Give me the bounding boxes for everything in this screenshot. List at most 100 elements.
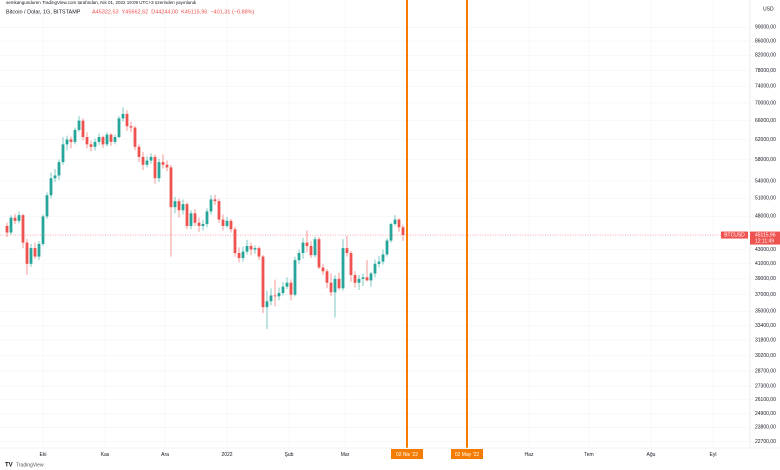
candle-body (105, 134, 109, 145)
candle-body (349, 253, 353, 276)
y-tick-label: 62000,00 (755, 137, 776, 143)
candle-body (153, 156, 157, 179)
candle-body (341, 248, 345, 289)
watermark: TradingView (16, 462, 44, 468)
candle-body (377, 261, 381, 264)
y-tick-label: 39000,00 (755, 276, 776, 282)
candle-body (49, 178, 53, 196)
candle-body (289, 282, 293, 295)
candle-body (249, 246, 253, 250)
y-tick-label: 54000,00 (755, 178, 776, 184)
candle-body (309, 246, 313, 256)
candle-body (73, 129, 77, 142)
ohlc-legend: Y45662,62 (122, 9, 149, 15)
y-tick-label: 78000,00 (755, 68, 776, 74)
highlight-label-bg (391, 449, 423, 459)
candle-body (89, 144, 93, 147)
candle-body (53, 175, 57, 179)
candle-body (133, 127, 137, 147)
candle-body (121, 113, 125, 119)
y-tick-label: 41000,00 (755, 261, 776, 267)
candle-body (85, 137, 89, 145)
y-tick-label: 37000,00 (755, 292, 776, 298)
candle-body (141, 156, 145, 165)
candle-body (241, 251, 245, 259)
candle-body (193, 213, 197, 223)
candle-body (337, 278, 341, 289)
x-tick-label: Eki (40, 452, 47, 458)
candle-body (33, 248, 37, 257)
candle-body (117, 118, 121, 138)
candle-body (161, 162, 165, 165)
candle-body (169, 167, 173, 208)
candle-body (101, 137, 105, 145)
x-tick-label: Haz (525, 452, 534, 458)
ohlc-legend: D44244,00 (151, 9, 178, 15)
y-tick-label: 33400,00 (755, 323, 776, 329)
price-countdown: 12:11:49 (755, 238, 774, 244)
candle-body (261, 256, 265, 308)
y-tick-label: 31800,00 (755, 338, 776, 344)
candle-body (197, 222, 201, 226)
candle-body (209, 199, 213, 212)
chart-title: Bitcoin / Dolar, 1G, BITSTAMP (6, 9, 81, 15)
candle-body (277, 293, 281, 297)
y-tick-label: 22700,00 (755, 439, 776, 445)
candle-body (177, 201, 181, 211)
candle-body (297, 253, 301, 261)
candle-body (213, 199, 217, 202)
y-tick-label: 90000,00 (755, 25, 776, 31)
candle-body (321, 267, 325, 272)
candle-body (389, 224, 393, 241)
candle-body (189, 213, 193, 226)
x-tick-label: 2022 (221, 452, 232, 458)
candle-body (165, 164, 169, 168)
candle-body (329, 282, 333, 293)
candle-body (397, 219, 401, 228)
candle-body (325, 271, 329, 283)
candle-body (269, 295, 273, 302)
candle-body (293, 260, 297, 295)
candle-body (129, 126, 133, 128)
symbol-bg (721, 231, 748, 239)
candle-body (21, 215, 25, 243)
ohlc-legend: K45115,96 (181, 9, 207, 15)
candle-body (333, 278, 337, 293)
candle-body (29, 248, 33, 264)
y-tick-label: 43000,00 (755, 247, 776, 253)
candle-body (185, 204, 189, 226)
price-bg (750, 231, 780, 245)
candle-body (13, 217, 17, 221)
candle-body (273, 295, 277, 297)
x-tick-label: Ara (161, 452, 169, 458)
price-symbol: BTCUSD (724, 232, 745, 238)
x-tick-label: Mar (341, 452, 350, 458)
y-tick-label: 74000,00 (755, 84, 776, 90)
y-tick-label: 70000,00 (755, 100, 776, 106)
candle-body (137, 146, 141, 157)
x-tick-label: 02 Nis '22 (396, 452, 418, 458)
candle-body (365, 277, 369, 281)
candle-body (217, 201, 221, 220)
highlight-label-bg (451, 449, 483, 459)
candle-body (361, 277, 365, 279)
candle-body (149, 156, 153, 161)
y-tick-label: 48000,00 (755, 214, 776, 220)
y-tick-label: 82000,00 (755, 53, 776, 59)
ohlc-legend: A45322,53 (92, 9, 119, 15)
candle-body (97, 137, 101, 142)
x-tick-label: Ağu (647, 452, 656, 458)
candle-body (37, 243, 41, 257)
x-tick-label: Tem (584, 452, 593, 458)
candle-body (17, 215, 21, 221)
y-tick-label: 66000,00 (755, 118, 776, 124)
candle-body (9, 217, 13, 233)
candle-body (145, 160, 149, 165)
candle-body (265, 301, 269, 308)
y-tick-label: 26100,00 (755, 397, 776, 403)
ohlc-legend: −401,31 (−0.88%) (210, 9, 254, 15)
candle-body (41, 216, 45, 244)
candle-body (77, 120, 81, 130)
candle-body (57, 162, 61, 176)
